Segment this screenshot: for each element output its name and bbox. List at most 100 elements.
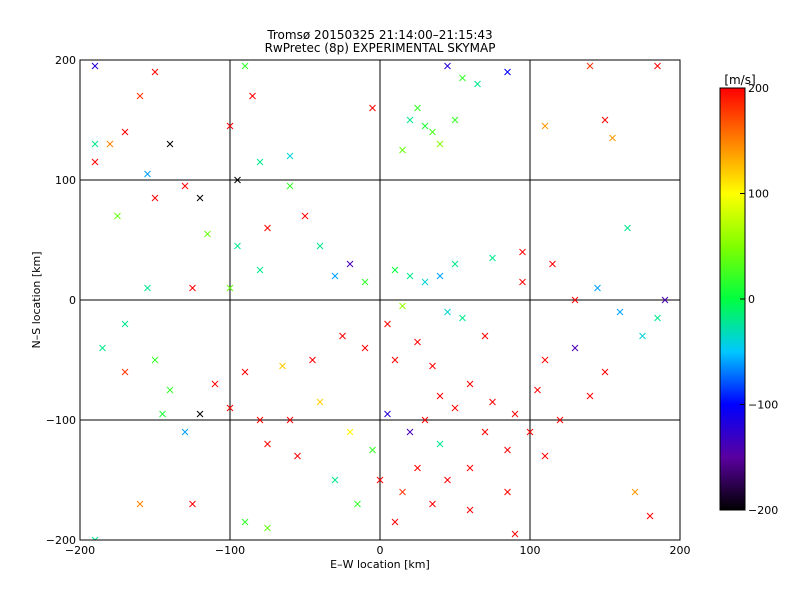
data-point-x [436,272,444,280]
data-point-x [316,398,324,406]
data-point-x [339,332,346,340]
data-point-x [399,146,406,154]
data-point-x [264,524,271,532]
data-point-x [91,140,99,148]
data-point-x [249,92,256,100]
data-point-x [99,344,106,352]
data-point-x [421,122,429,130]
data-point-x [661,296,669,304]
data-point-x [106,140,114,148]
data-point-x [226,284,234,292]
data-point-x [624,224,631,232]
data-point-x [444,308,451,316]
data-point-x [391,266,399,274]
data-point-x [571,296,579,304]
data-point-x [114,212,121,220]
data-point-x [429,362,436,370]
data-point-x [504,446,511,454]
data-point-x [586,392,594,400]
data-point-x [391,356,399,364]
data-point-x [466,506,474,514]
data-point-x [384,320,391,328]
data-point-x [121,128,129,136]
data-point-x [234,242,241,250]
data-point-x [444,62,451,70]
data-point-x [504,68,511,76]
data-point-x [414,464,421,472]
data-point-x [369,104,376,112]
data-point-x [519,248,526,256]
data-point-x [466,464,474,472]
data-point-x [151,68,159,76]
data-point-x [121,368,129,376]
data-point-x [166,140,174,148]
data-point-x [481,332,489,340]
data-point-x [406,272,414,280]
data-point-x [639,332,646,340]
data-points [91,62,669,540]
data-point-x [421,278,429,286]
data-point-x [594,284,601,292]
colorbar-tick-label: −200 [748,504,778,517]
data-point-x [189,284,196,292]
data-point-x [309,356,316,364]
data-point-x [436,440,444,448]
data-point-x [399,488,406,496]
data-point-x [376,476,384,484]
data-point-x [421,416,429,424]
data-point-x [256,416,264,424]
data-point-x [459,74,466,82]
y-tick-label: −100 [46,414,76,427]
data-point-x [384,410,391,418]
data-point-x [189,500,196,508]
data-point-x [451,260,459,268]
data-point-x [241,62,249,70]
data-point-x [429,500,436,508]
data-point-x [541,452,549,460]
x-tick-label: 100 [520,544,541,557]
y-tick-label: 100 [55,174,76,187]
data-point-x [586,62,594,70]
data-point-x [526,428,534,436]
colorbar-tick-label: −100 [748,399,778,412]
data-point-x [601,116,609,124]
data-point-x [466,380,474,388]
data-point-x [196,194,204,202]
data-point-x [436,140,444,148]
data-point-x [226,404,234,412]
data-point-x [556,416,564,424]
data-point-x [571,344,579,352]
grid [80,60,680,540]
data-point-x [646,512,654,520]
colorbar-tick-label: 100 [748,188,769,201]
data-point-x [264,224,271,232]
data-point-x [346,428,354,436]
data-point-x [451,116,459,124]
data-point-x [654,62,661,70]
data-point-x [211,380,219,388]
data-point-x [91,158,99,166]
data-point-x [504,488,511,496]
data-point-x [256,158,264,166]
data-point-x [181,182,189,190]
data-point-x [609,134,616,142]
data-point-x [429,128,436,136]
data-point-x [459,314,466,322]
data-point-x [286,182,294,190]
data-point-x [166,386,174,394]
x-tick-label: 200 [670,544,691,557]
data-point-x [489,398,496,406]
data-point-x [121,320,129,328]
data-point-x [601,368,609,376]
data-point-x [451,404,459,412]
data-point-x [481,428,489,436]
y-tick-label: 200 [55,54,76,67]
data-point-x [654,314,661,322]
data-point-x [406,428,414,436]
data-point-x [354,500,361,508]
data-point-x [234,176,241,184]
data-point-x [204,230,211,238]
data-point-x [256,266,264,274]
data-point-x [519,278,526,286]
